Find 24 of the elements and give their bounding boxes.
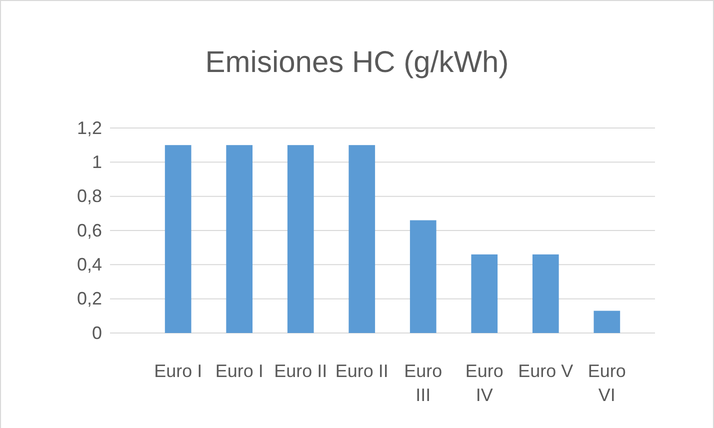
y-tick-label: 0,6 <box>76 220 102 240</box>
bar <box>348 145 376 333</box>
x-tick-label: Euro I <box>154 361 202 381</box>
x-tick-label: Euro II <box>274 361 328 381</box>
bar <box>471 254 498 333</box>
x-tick-label: Euro III <box>404 361 442 405</box>
y-tick-label: 0,4 <box>76 254 102 274</box>
x-tick-label: Euro I <box>215 361 264 381</box>
y-tick-label: 1,2 <box>76 118 102 138</box>
y-tick-label: 1 <box>92 152 102 172</box>
x-tick-label: Euro VI <box>588 361 626 405</box>
bar <box>532 254 559 333</box>
x-tick-label: Euro II <box>335 361 388 381</box>
y-tick-label: 0,8 <box>76 186 102 206</box>
bar <box>410 220 436 333</box>
bar <box>164 145 192 333</box>
y-tick-label: 0,2 <box>76 288 102 309</box>
chart-title: Emisiones HC (g/kWh) <box>205 46 509 79</box>
bar <box>226 145 253 333</box>
bar <box>287 145 314 333</box>
y-tick-label: 0 <box>92 322 102 343</box>
x-tick-label: Euro IV <box>465 361 504 405</box>
bar <box>594 310 620 333</box>
x-tick-label: Euro V <box>518 361 574 381</box>
